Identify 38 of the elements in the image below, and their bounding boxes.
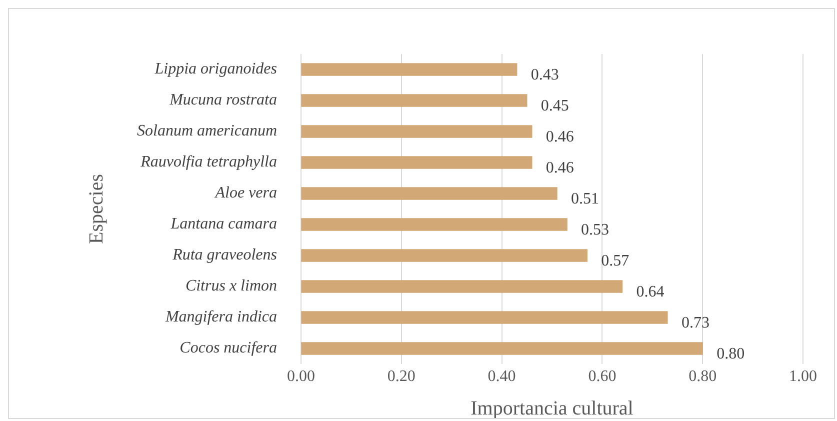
data-label: 0.51: [571, 190, 600, 208]
y-tick-label: Solanum americanum: [137, 122, 277, 140]
bar: [301, 94, 528, 107]
y-tick-label: Citrus x limon: [185, 278, 277, 295]
data-label: 0.43: [530, 66, 559, 84]
data-label: 0.46: [546, 160, 574, 177]
x-tick-label: 0.20: [387, 368, 416, 385]
y-tick-label: Cocos nucifera: [180, 340, 277, 357]
bar: [301, 218, 568, 231]
y-tick-label: Mangifera indica: [164, 308, 277, 326]
bar: [301, 187, 558, 200]
data-label: 0.57: [601, 252, 630, 270]
y-tick-label: Ruta graveolens: [172, 246, 277, 264]
x-tick-label: 0.00: [287, 368, 315, 385]
y-tick-label: Aloe vera: [214, 184, 277, 202]
data-label: 0.73: [681, 314, 710, 332]
bar: [301, 156, 532, 169]
x-tick-label: 0.80: [688, 368, 717, 385]
y-tick-label: Rauvolfia tetraphylla: [140, 154, 277, 171]
x-tick-label: 1.00: [789, 368, 817, 385]
bar: [301, 311, 668, 324]
x-axis-title: Importancia cultural: [470, 397, 634, 420]
y-tick-label: Lantana camara: [170, 216, 277, 233]
y-tick-label: Lippia origanoides: [154, 60, 277, 78]
data-label: 0.80: [716, 346, 745, 363]
x-tick-label: 0.60: [588, 368, 616, 385]
bar: [301, 342, 703, 355]
data-label: 0.45: [540, 98, 569, 115]
y-axis-title: Especies: [85, 174, 108, 244]
bar: [301, 63, 518, 76]
bar: [301, 249, 588, 262]
data-label: 0.64: [636, 284, 664, 301]
data-label: 0.53: [581, 222, 610, 239]
data-label: 0.46: [546, 128, 574, 146]
x-tick-label: 0.40: [488, 368, 516, 385]
y-tick-label: Mucuna rostrata: [168, 92, 277, 109]
bar: [301, 280, 623, 293]
bar: [301, 125, 532, 138]
